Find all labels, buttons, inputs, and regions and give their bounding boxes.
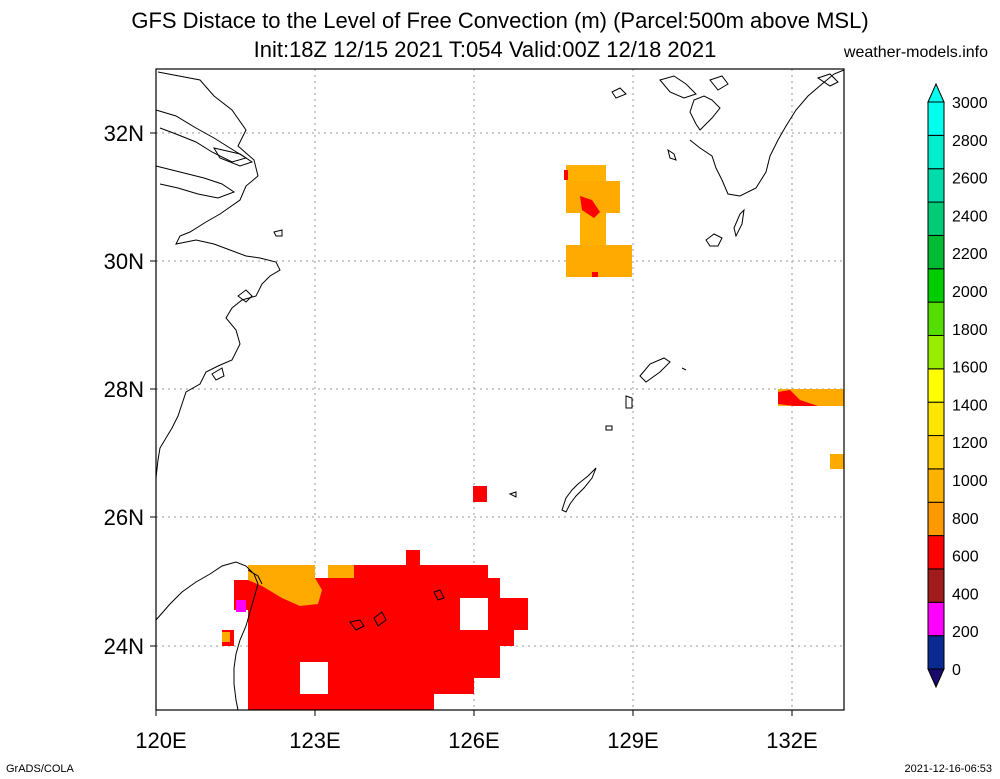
lon-label-126: 126E bbox=[448, 728, 499, 753]
colorbar-label: 800 bbox=[952, 511, 979, 528]
colorbar-box bbox=[927, 501, 945, 537]
colorbar-label: 1000 bbox=[952, 473, 988, 490]
colorbar-box bbox=[927, 201, 945, 236]
region-orange-south-2 bbox=[328, 565, 354, 578]
colorbar-label: 600 bbox=[952, 549, 979, 566]
region-orange-south bbox=[248, 565, 322, 606]
colorbar-top-arrow bbox=[927, 82, 945, 103]
colorbar-box bbox=[927, 301, 945, 336]
colorbar-box bbox=[927, 601, 945, 637]
colorbar-box bbox=[927, 268, 945, 303]
colorbar-label: 1400 bbox=[952, 397, 988, 414]
site-label: weather-models.info bbox=[843, 44, 988, 61]
colorbar-label: 2600 bbox=[952, 171, 988, 188]
colorbar-box bbox=[927, 568, 945, 603]
footer-right: 2021-12-16-06:53 bbox=[904, 763, 992, 775]
colorbar-label: 3000 bbox=[952, 95, 988, 112]
colorbar-box bbox=[927, 134, 945, 170]
colorbar-label: 1800 bbox=[952, 322, 988, 339]
field-shading bbox=[222, 165, 844, 710]
lon-label-129: 129E bbox=[607, 728, 658, 753]
colorbar-label: 1600 bbox=[952, 360, 988, 377]
colorbar-box bbox=[927, 334, 945, 370]
colorbar-box bbox=[927, 468, 945, 503]
colorbar-label: 2200 bbox=[952, 246, 988, 263]
coastlines bbox=[155, 69, 845, 711]
colorbar-box bbox=[927, 368, 945, 403]
colorbar-box bbox=[927, 234, 945, 270]
colorbar-box bbox=[927, 101, 945, 136]
region-orange-tw bbox=[222, 632, 230, 642]
colorbar-box bbox=[927, 535, 945, 570]
colorbar-label: 2400 bbox=[952, 208, 988, 225]
colorbar-label: 0 bbox=[952, 662, 961, 679]
footer-left: GrADS/COLA bbox=[6, 763, 74, 775]
lon-label-132: 132E bbox=[766, 728, 817, 753]
colorbar-box bbox=[927, 635, 945, 670]
region-magenta bbox=[236, 600, 246, 612]
region-east-strip bbox=[778, 389, 844, 469]
region-small-red bbox=[473, 486, 487, 502]
colorbar-box bbox=[927, 168, 945, 203]
map-panel: 120E 123E 126E 129E 132E 32N 30N 28N 26N… bbox=[104, 68, 845, 753]
lat-labels: 32N 30N 28N 26N 24N bbox=[104, 121, 144, 659]
title-line-2: Init:18Z 12/15 2021 T:054 Valid:00Z 12/1… bbox=[253, 37, 717, 62]
colorbar-label: 2800 bbox=[952, 133, 988, 150]
lat-label-30: 30N bbox=[104, 249, 144, 274]
colorbar-label: 1200 bbox=[952, 435, 988, 452]
colorbar-label: 400 bbox=[952, 586, 979, 603]
colorbar-box bbox=[927, 401, 945, 437]
hole-1 bbox=[300, 662, 328, 694]
axis-ticks bbox=[150, 132, 793, 716]
colorbar-label: 2000 bbox=[952, 284, 988, 301]
lat-label-28: 28N bbox=[104, 377, 144, 402]
colorbar-label: 200 bbox=[952, 624, 979, 641]
colorbar-bottom-arrow bbox=[927, 668, 945, 689]
title-line-1: GFS Distace to the Level of Free Convect… bbox=[131, 8, 869, 33]
colorbar: 3000280026002400220020001800160014001200… bbox=[927, 82, 988, 689]
colorbar-box bbox=[927, 435, 945, 470]
hole-2 bbox=[460, 598, 488, 630]
lat-label-24: 24N bbox=[104, 634, 144, 659]
lon-labels: 120E 123E 126E 129E 132E bbox=[135, 728, 817, 753]
lat-label-32: 32N bbox=[104, 121, 144, 146]
lon-label-120: 120E bbox=[135, 728, 186, 753]
lon-label-123: 123E bbox=[289, 728, 340, 753]
region-north-cluster bbox=[564, 165, 632, 277]
lat-label-26: 26N bbox=[104, 505, 144, 530]
